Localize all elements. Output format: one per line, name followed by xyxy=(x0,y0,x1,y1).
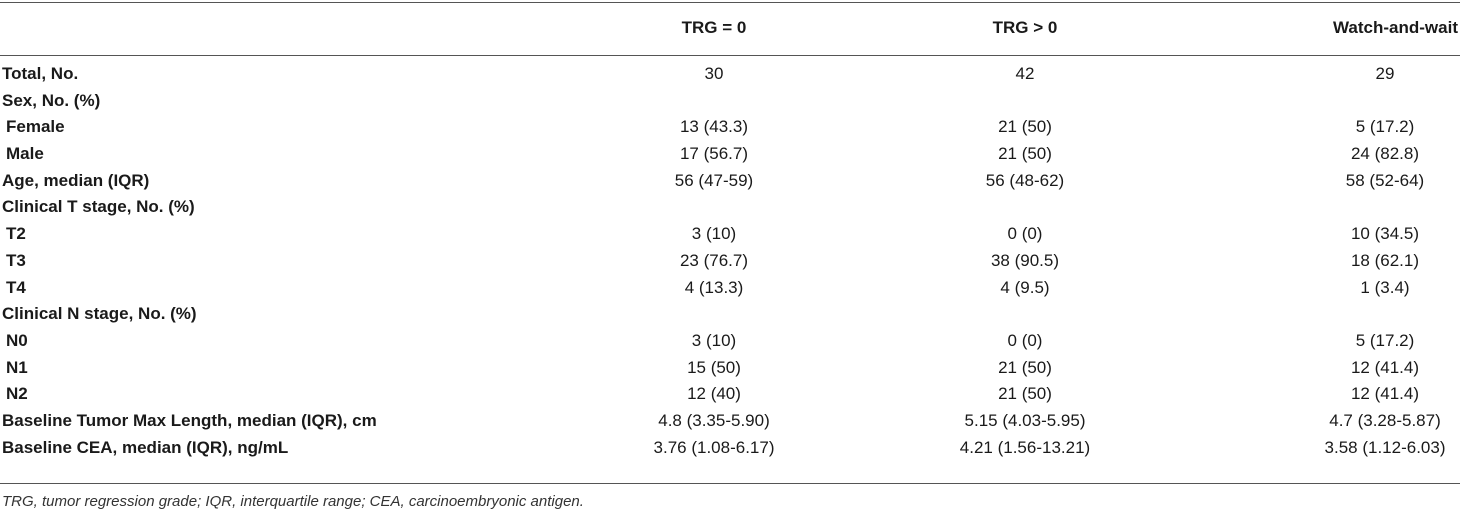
column-header-watch-and-wait: Watch-and-wait xyxy=(1333,18,1458,37)
table-cell: 3 (10) xyxy=(691,330,737,350)
table-cell: 5 (17.2) xyxy=(1355,117,1415,137)
table-row: Clinical T stage, No. (%) xyxy=(0,194,1460,221)
row-label: Male xyxy=(6,144,44,164)
row-label: Clinical N stage, No. (%) xyxy=(2,304,197,324)
table-cell: 12 (40) xyxy=(687,384,741,404)
row-label: Baseline CEA, median (IQR), ng/mL xyxy=(2,437,289,457)
table-cell: 4 (13.3) xyxy=(684,277,744,297)
column-header-trg-0: TRG = 0 xyxy=(681,18,747,37)
table-cell: 5 (17.2) xyxy=(1355,330,1415,350)
table-cell: 30 xyxy=(704,64,724,83)
table-footnote: TRG, tumor regression grade; IQR, interq… xyxy=(2,493,584,510)
row-label: Clinical T stage, No. (%) xyxy=(2,197,195,217)
table-row: N0 3 (10) 0 (0) 5 (17.2) xyxy=(0,328,1460,355)
table-cell: 29 xyxy=(1375,64,1395,83)
table-bottom-rule xyxy=(0,483,1460,484)
row-label: Total, No. xyxy=(2,64,79,83)
table-body: Total, No. 30 42 29 Sex, No. (%) Female 13 (43… xyxy=(0,61,1460,461)
table-row: Male 17 (56.7) 21 (50) 24 (82.8) xyxy=(0,141,1460,168)
row-label: T3 xyxy=(6,250,26,270)
table-cell: 56 (48-62) xyxy=(985,170,1065,190)
table-row: T3 23 (76.7) 38 (90.5) 18 (62.1) xyxy=(0,248,1460,275)
table-cell: 21 (50) xyxy=(998,117,1052,137)
table-row: N2 12 (40) 21 (50) 12 (41.4) xyxy=(0,381,1460,408)
row-label: N1 xyxy=(6,357,28,377)
table-cell: 17 (56.7) xyxy=(679,144,749,164)
row-label: T2 xyxy=(6,224,26,244)
table-cell: 4.8 (3.35-5.90) xyxy=(658,410,770,430)
row-label: Baseline Tumor Max Length, median (IQR),… xyxy=(2,410,377,430)
table-header-rule xyxy=(0,55,1460,56)
row-label: N2 xyxy=(6,384,28,404)
table-row: Total, No. 30 42 29 xyxy=(0,61,1460,88)
table-cell: 4.7 (3.28-5.87) xyxy=(1329,410,1441,430)
table-row: Sex, No. (%) xyxy=(0,88,1460,115)
table-cell: 23 (76.7) xyxy=(679,250,749,270)
table-cell: 3 (10) xyxy=(691,224,737,244)
table-row: N1 15 (50) 21 (50) 12 (41.4) xyxy=(0,355,1460,382)
table-cell: 3.76 (1.08-6.17) xyxy=(653,437,775,457)
table-cell: 3.58 (1.12-6.03) xyxy=(1324,437,1446,457)
table-cell: 18 (62.1) xyxy=(1350,250,1420,270)
row-label: Female xyxy=(6,117,65,137)
column-header-trg-gt-0: TRG > 0 xyxy=(992,18,1058,37)
table-row: Baseline Tumor Max Length, median (IQR),… xyxy=(0,408,1460,435)
table-row: Baseline CEA, median (IQR), ng/mL 3.76 (1… xyxy=(0,435,1460,462)
table-row: T4 4 (13.3) 4 (9.5) 1 (3.4) xyxy=(0,275,1460,302)
table-cell: 56 (47-59) xyxy=(674,170,754,190)
table-cell: 12 (41.4) xyxy=(1350,384,1420,404)
table-cell: 1 (3.4) xyxy=(1360,277,1410,297)
table-cell: 13 (43.3) xyxy=(679,117,749,137)
row-label: Sex, No. (%) xyxy=(2,90,101,110)
table-row: Age, median (IQR) 56 (47-59) 56 (48-62) 58 … xyxy=(0,168,1460,195)
table-cell: 0 (0) xyxy=(1007,330,1043,350)
table-cell: 15 (50) xyxy=(687,357,741,377)
table-cell: 4.21 (1.56-13.21) xyxy=(959,437,1091,457)
table-cell: 21 (50) xyxy=(998,144,1052,164)
table-row: T2 3 (10) 0 (0) 10 (34.5) xyxy=(0,221,1460,248)
table-row: Clinical N stage, No. (%) xyxy=(0,301,1460,328)
table-row: Female 13 (43.3) 21 (50) 5 (17.2) xyxy=(0,114,1460,141)
table-cell: 10 (34.5) xyxy=(1350,224,1420,244)
table-cell: 38 (90.5) xyxy=(990,250,1060,270)
table-cell: 0 (0) xyxy=(1007,224,1043,244)
table-cell: 58 (52-64) xyxy=(1345,170,1425,190)
table-top-rule xyxy=(0,2,1460,3)
table-cell: 12 (41.4) xyxy=(1350,357,1420,377)
table-cell: 21 (50) xyxy=(998,384,1052,404)
row-label: Age, median (IQR) xyxy=(2,170,150,190)
row-label: T4 xyxy=(6,277,26,297)
table-cell: 21 (50) xyxy=(998,357,1052,377)
table-cell: 42 xyxy=(1015,64,1035,83)
table-cell: 24 (82.8) xyxy=(1350,144,1420,164)
row-label: N0 xyxy=(6,330,28,350)
table-cell: 4 (9.5) xyxy=(1000,277,1050,297)
table-cell: 5.15 (4.03-5.95) xyxy=(964,410,1086,430)
